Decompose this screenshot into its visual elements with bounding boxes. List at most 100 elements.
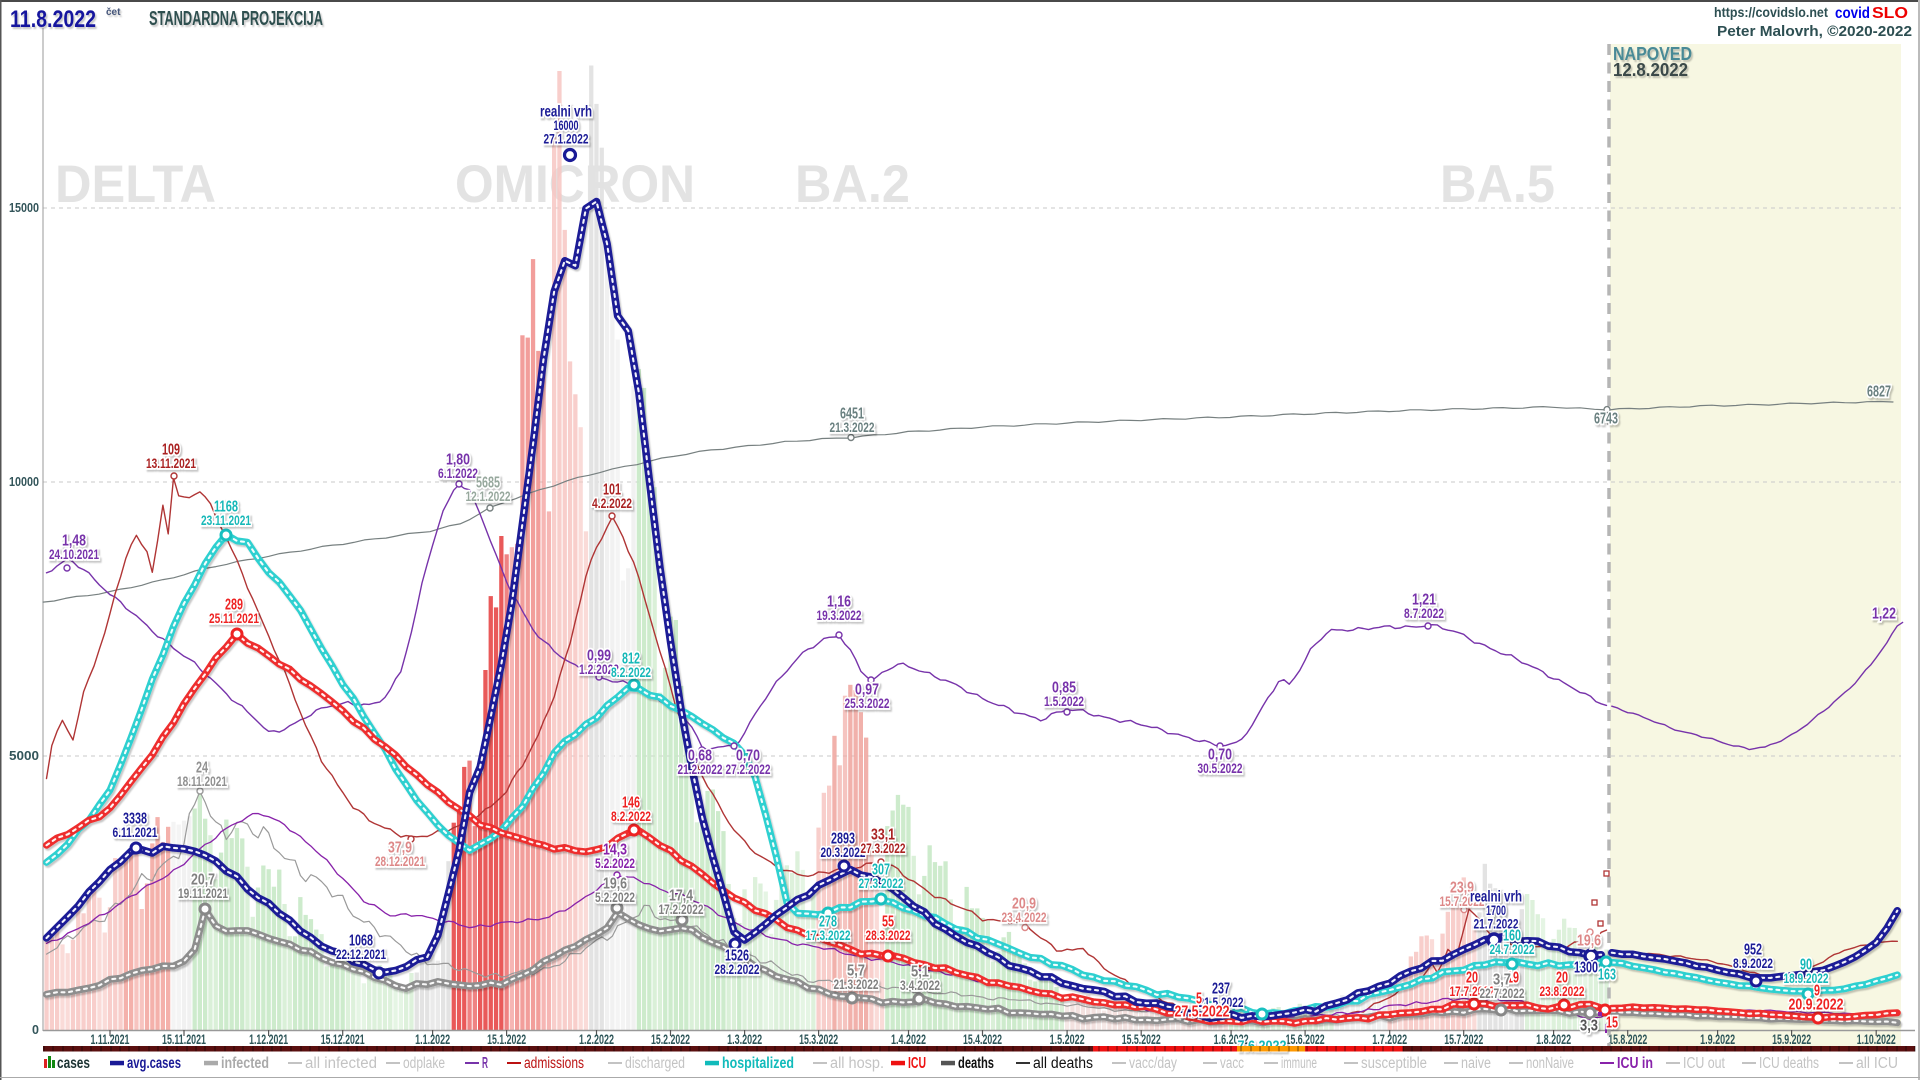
- svg-text:22.12.2021: 22.12.2021: [336, 946, 386, 962]
- svg-text:1.9.2022: 1.9.2022: [1700, 1032, 1735, 1047]
- svg-text:5,1: 5,1: [911, 964, 929, 981]
- svg-text:25.3.2022: 25.3.2022: [845, 695, 890, 711]
- svg-text:27.2.2022: 27.2.2022: [726, 761, 771, 777]
- svg-text:15.8.2022: 15.8.2022: [1608, 1032, 1647, 1047]
- svg-text:15: 15: [1606, 1015, 1618, 1032]
- svg-text:23,9: 23,9: [1450, 880, 1474, 897]
- svg-text:20: 20: [1556, 970, 1568, 987]
- svg-text:8.2.2022: 8.2.2022: [611, 808, 651, 824]
- svg-text:1.2.2022: 1.2.2022: [579, 1032, 614, 1047]
- svg-text:BA.2: BA.2: [795, 155, 910, 214]
- svg-text:20,9: 20,9: [1012, 896, 1036, 913]
- svg-text:1700: 1700: [1486, 902, 1506, 918]
- svg-text:1.11.2021: 1.11.2021: [91, 1032, 130, 1047]
- svg-text:5: 5: [1196, 991, 1202, 1008]
- svg-text:1.8.2022: 1.8.2022: [1536, 1032, 1571, 1047]
- svg-text:22.7.2022: 22.7.2022: [1480, 985, 1525, 1001]
- svg-text:immune: immune: [1281, 1055, 1317, 1072]
- svg-text:19,6: 19,6: [603, 876, 627, 893]
- svg-text:1,22: 1,22: [1872, 606, 1896, 623]
- svg-text:28.3.2022: 28.3.2022: [866, 927, 911, 943]
- svg-text:1300: 1300: [1574, 960, 1598, 977]
- svg-text:1.1.2022: 1.1.2022: [415, 1032, 450, 1047]
- svg-text:BA.5: BA.5: [1440, 155, 1555, 214]
- svg-text:27.1.2022: 27.1.2022: [544, 131, 589, 147]
- svg-text:vacc/day: vacc/day: [1129, 1055, 1177, 1072]
- svg-text:6827: 6827: [1867, 384, 1891, 401]
- svg-text:deaths: deaths: [958, 1055, 994, 1072]
- svg-text:12.1.2022: 12.1.2022: [466, 488, 511, 504]
- svg-text:15000: 15000: [9, 201, 39, 215]
- svg-text:23.4.2022: 23.4.2022: [1002, 909, 1047, 925]
- svg-text:vacc: vacc: [1220, 1055, 1244, 1072]
- svg-text:21.3.2022: 21.3.2022: [830, 419, 875, 435]
- svg-text:5.2.2022: 5.2.2022: [595, 855, 635, 871]
- svg-text:15.4.2022: 15.4.2022: [963, 1032, 1002, 1047]
- svg-text:20.9.2022: 20.9.2022: [1789, 997, 1844, 1014]
- svg-text:1.6.2022: 1.6.2022: [1214, 1032, 1249, 1047]
- svg-text:21.3.2022: 21.3.2022: [834, 976, 879, 992]
- svg-text:15.1.2022: 15.1.2022: [487, 1032, 526, 1047]
- svg-text:OMICRON: OMICRON: [455, 155, 695, 214]
- svg-text:20,7: 20,7: [191, 872, 215, 889]
- svg-text:R: R: [482, 1055, 488, 1072]
- svg-text:27.3.2022: 27.3.2022: [861, 840, 906, 856]
- svg-text:289: 289: [225, 597, 243, 614]
- svg-text:16000: 16000: [554, 117, 579, 133]
- svg-text:all hosp.: all hosp.: [830, 1055, 884, 1072]
- svg-text:17,4: 17,4: [669, 888, 693, 905]
- svg-text:8.7.2022: 8.7.2022: [1404, 605, 1444, 621]
- svg-text:1.7.2022: 1.7.2022: [1372, 1032, 1407, 1047]
- svg-text:0: 0: [32, 1023, 39, 1037]
- svg-text:0,68: 0,68: [688, 748, 712, 765]
- svg-text:ICU deaths: ICU deaths: [1759, 1055, 1819, 1072]
- svg-text:812: 812: [622, 651, 640, 668]
- svg-text:DELTA: DELTA: [55, 155, 216, 214]
- svg-text:19.3.2022: 19.3.2022: [817, 607, 862, 623]
- svg-text:90: 90: [1800, 957, 1812, 974]
- svg-text:1.5.2022: 1.5.2022: [1050, 1032, 1085, 1047]
- svg-text:6743: 6743: [1594, 411, 1618, 428]
- svg-text:STANDARDNA PROJEKCIJA: STANDARDNA PROJEKCIJA: [149, 8, 323, 30]
- svg-text:14,3: 14,3: [603, 842, 627, 859]
- svg-text:8.9.2022: 8.9.2022: [1733, 955, 1773, 971]
- svg-text:28.12.2021: 28.12.2021: [375, 853, 425, 869]
- svg-text:0,70: 0,70: [1208, 747, 1232, 764]
- svg-text:1.5.2022: 1.5.2022: [1044, 693, 1084, 709]
- svg-text:5000: 5000: [9, 749, 39, 763]
- svg-text:realni vrh: realni vrh: [1470, 889, 1522, 906]
- svg-text:5.2.2022: 5.2.2022: [595, 889, 635, 905]
- svg-text:15.9.2022: 15.9.2022: [1772, 1032, 1811, 1047]
- svg-text:realni vrh: realni vrh: [540, 104, 592, 121]
- svg-text:4.2.2022: 4.2.2022: [592, 495, 632, 511]
- svg-text:6.1.2022: 6.1.2022: [438, 465, 478, 481]
- svg-text:24.7.2022: 24.7.2022: [1490, 941, 1535, 957]
- svg-text:278: 278: [819, 914, 837, 931]
- svg-text:ICU in: ICU in: [1617, 1055, 1653, 1072]
- svg-text:cases: cases: [57, 1055, 90, 1072]
- svg-text:952: 952: [1744, 942, 1762, 959]
- svg-text:covid: covid: [1835, 5, 1870, 22]
- svg-text:discharged: discharged: [625, 1055, 685, 1072]
- svg-text:15.6.2022: 15.6.2022: [1286, 1032, 1325, 1047]
- svg-text:15.7.2022: 15.7.2022: [1440, 893, 1485, 909]
- svg-text:ICU: ICU: [908, 1055, 926, 1072]
- svg-text:1,48: 1,48: [62, 533, 86, 550]
- svg-text:163: 163: [1598, 967, 1616, 984]
- svg-text:6451: 6451: [840, 406, 864, 423]
- svg-text:https://covidslo.net: https://covidslo.net: [1714, 5, 1828, 20]
- svg-text:1168: 1168: [214, 499, 238, 516]
- svg-text:8.2.2022: 8.2.2022: [611, 664, 651, 680]
- svg-text:čet: čet: [106, 7, 121, 18]
- svg-text:1.10.2022: 1.10.2022: [1857, 1032, 1896, 1047]
- svg-text:15.2.2022: 15.2.2022: [651, 1032, 690, 1047]
- svg-text:10000: 10000: [9, 475, 39, 489]
- svg-text:6.11.2021: 6.11.2021: [113, 824, 158, 840]
- svg-text:3338: 3338: [123, 811, 147, 828]
- svg-text:NAPOVED: NAPOVED: [1613, 44, 1692, 64]
- svg-text:21.5.2022: 21.5.2022: [1199, 994, 1244, 1010]
- svg-text:infected: infected: [221, 1055, 269, 1072]
- svg-text:18.11.2021: 18.11.2021: [177, 773, 227, 789]
- svg-text:25.11.2021: 25.11.2021: [209, 610, 259, 626]
- svg-text:1,16: 1,16: [827, 594, 851, 611]
